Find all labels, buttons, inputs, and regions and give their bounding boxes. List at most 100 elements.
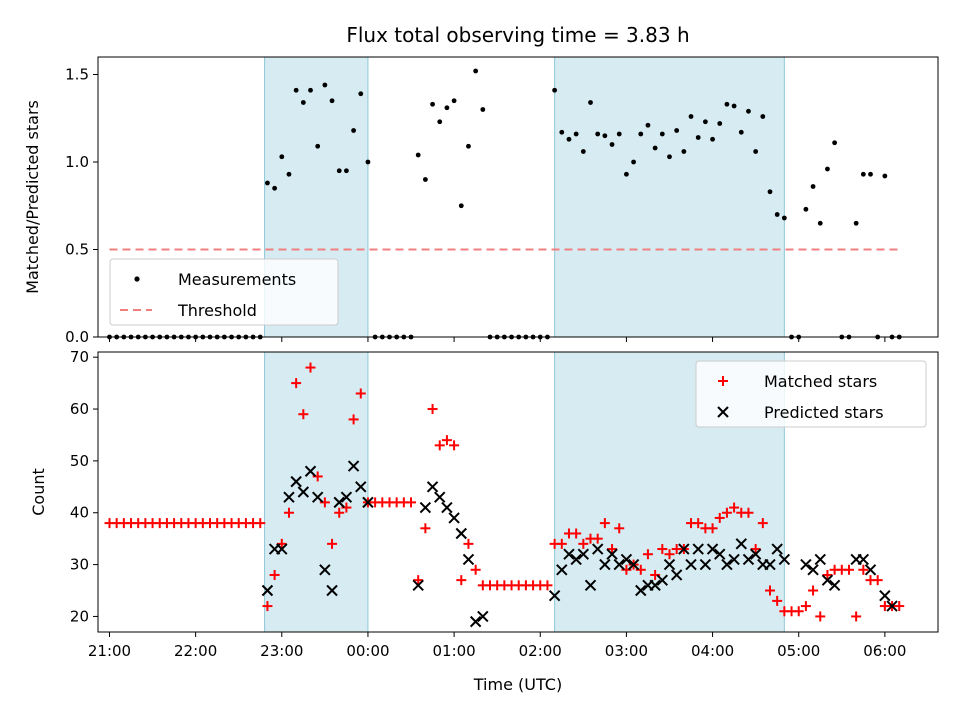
bottom-x-ticks: 21:00 22:00 23:00 00:00 01:00 02:00 03:00 04:00… [88, 632, 906, 660]
predicted-star-point [821, 574, 834, 586]
predicted-star-point [290, 475, 302, 488]
predicted-star-point [441, 501, 453, 514]
predicted-star-point [347, 460, 360, 472]
predicted-star-point [764, 558, 776, 571]
measurement-point [430, 101, 435, 107]
measurement-point [882, 173, 888, 179]
predicted-star-point [570, 553, 582, 566]
measurement-point [717, 121, 723, 126]
predicted-star-point [864, 564, 877, 576]
predicted-star-point [800, 558, 812, 571]
predicted-star-point [771, 543, 783, 555]
predicted-star-point [548, 589, 561, 602]
bottom-axes-frame [97, 351, 939, 633]
matched-star-point [463, 538, 474, 549]
measurement-point [674, 128, 680, 133]
measurement-point [652, 145, 658, 151]
predicted-star-point [311, 491, 324, 503]
predicted-star-point [276, 543, 288, 555]
predicted-star-point [434, 491, 446, 503]
predicted-star-point [728, 553, 740, 566]
matched-star-point [599, 518, 610, 529]
matched-star-point [255, 518, 266, 529]
x-tick-label: 00:00 [346, 642, 389, 660]
predicted-star-point [419, 501, 432, 514]
matched-star-point [721, 507, 732, 518]
matched-star-point [693, 518, 704, 529]
predicted-star-point [599, 558, 611, 571]
measurement-point [480, 107, 486, 112]
matched-star-point [793, 606, 804, 617]
predicted-star-point [692, 543, 704, 555]
measurement-point [746, 108, 751, 114]
y-tick-label: 50 [70, 452, 89, 470]
predicted-star-point [319, 564, 331, 576]
matched-star-point [894, 601, 905, 612]
measurement-point [566, 136, 572, 142]
legend-label: Measurements [178, 270, 296, 289]
x-tick-label: 02:00 [519, 642, 562, 660]
measurement-point [444, 105, 450, 111]
legend-label: Threshold [177, 301, 257, 320]
matched-star-point [808, 585, 819, 596]
predicted-star-point [577, 548, 590, 560]
matched-star-point [872, 575, 883, 586]
matched-star-point [571, 528, 582, 539]
top-axes-frame [97, 56, 939, 338]
y-tick-label: 0.0 [65, 328, 89, 346]
measurement-point [853, 220, 859, 226]
predicted-star-point [699, 558, 712, 571]
predicted-star-point [721, 558, 733, 571]
predicted-star-point [649, 579, 661, 592]
predicted-star-point [685, 558, 697, 571]
matched-star-point [858, 564, 869, 575]
matched-star-point [427, 404, 438, 415]
matched-star-point [262, 601, 273, 612]
x-tick-label: 21:00 [88, 642, 131, 660]
x-tick-label: 04:00 [691, 642, 734, 660]
predicted-star-point [886, 600, 898, 612]
measurement-point [458, 203, 464, 209]
predicted-star-point [462, 553, 475, 566]
measurement-point [832, 140, 838, 146]
predicted-star-point [563, 548, 575, 560]
predicted-star-point [656, 574, 669, 586]
measurement-point [322, 82, 328, 88]
predicted-star-point [556, 564, 568, 576]
measurement-point [279, 154, 285, 160]
measurement-point [803, 206, 809, 212]
measurement-point [300, 100, 306, 105]
predicted-star-point [606, 548, 618, 560]
predicted-star-point [663, 558, 676, 571]
predicted-star-point [857, 553, 870, 566]
y-tick-label: 60 [70, 400, 89, 418]
legend-swatch [134, 276, 140, 282]
measurement-point [315, 143, 321, 149]
predicted-star-point [706, 543, 719, 555]
matched-star-point [413, 575, 424, 586]
measurement-point [781, 215, 787, 221]
measurement-point [422, 177, 428, 182]
legend-box [109, 258, 339, 326]
predicted-star-point [448, 512, 460, 524]
top-y-ticks: 0.0 0.5 1.0 1.5 [65, 66, 98, 346]
predicted-star-point [879, 589, 891, 602]
measurement-point [358, 91, 364, 97]
measurement-point [695, 135, 701, 140]
chart-title: Flux total observing time = 3.83 h [346, 23, 689, 47]
matched-star-point [757, 518, 768, 529]
measurement-point [451, 98, 457, 104]
measurement-point [731, 103, 737, 109]
top-shaded-regions [264, 56, 785, 338]
matched-star-point [578, 538, 589, 549]
measurement-point [286, 171, 292, 177]
bottom-legend: Matched stars Predicted stars [695, 360, 927, 428]
matched-star-point [298, 409, 309, 420]
measurement-point [810, 184, 816, 189]
legend-swatch [718, 376, 728, 386]
x-tick-label: 22:00 [174, 642, 217, 660]
measurement-point [595, 131, 601, 137]
matched-star-point [449, 440, 460, 451]
predicted-star-point [778, 553, 791, 566]
